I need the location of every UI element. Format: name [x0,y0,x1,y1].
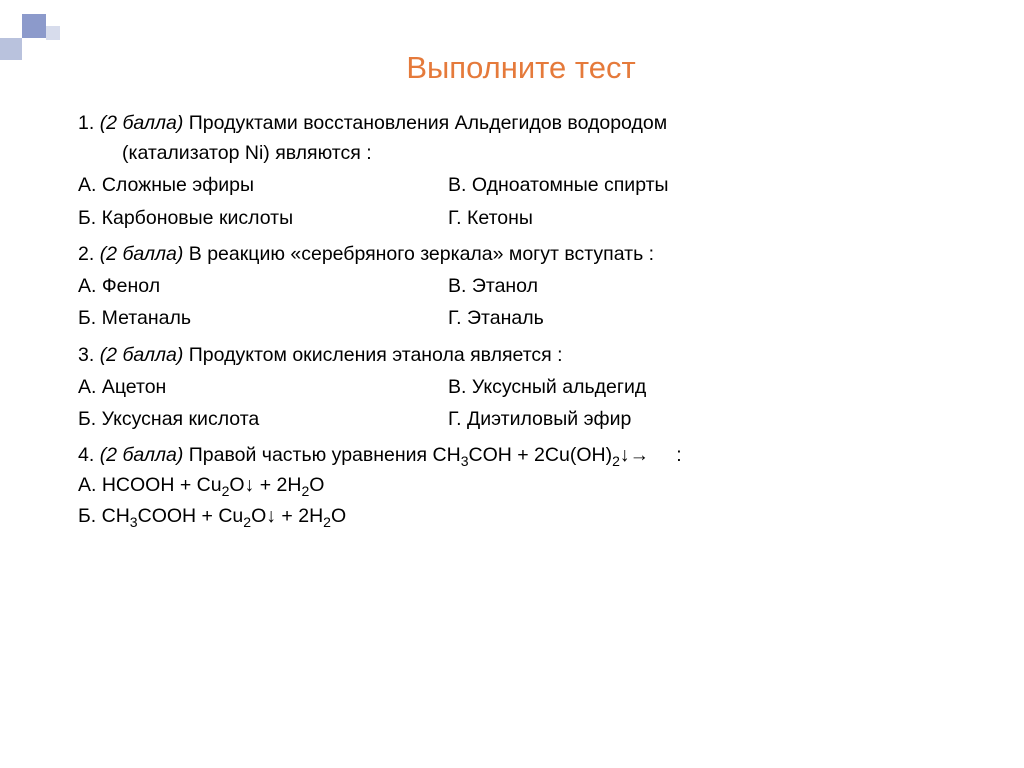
q2-option-g: Г. Этаналь [448,303,964,333]
q4-stem: 4. (2 балла) Правой частью уравнения CH3… [78,440,964,470]
q1-stem-line2: (катализатор Ni) являются : [122,138,964,168]
q2-text: В реакцию «серебряного зеркала» могут вс… [183,243,654,265]
q1-option-b: Б. Карбоновые кислоты [78,203,448,233]
q4-number: 4. [78,444,94,466]
q1-options-row1: А. Сложные эфиры В. Одноатомные спирты [78,170,964,200]
deco-square-1 [22,14,46,38]
q4-points: (2 балла) [100,444,184,466]
q1-option-v: В. Одноатомные спирты [448,170,964,200]
q3-option-a: А. Ацетон [78,372,448,402]
q3-option-g: Г. Диэтиловый эфир [448,404,964,434]
q3-stem: 3. (2 балла) Продуктом окисления этанола… [78,340,964,370]
q1-options-row2: Б. Карбоновые кислоты Г. Кетоны [78,203,964,233]
q4-option-a: А. HCOOH + Cu2O↓ + 2H2O [78,470,964,500]
deco-square-3 [46,26,60,40]
q2-option-a: А. Фенол [78,271,448,301]
q1-stem-line1: 1. (2 балла) Продуктами восстановления А… [78,108,964,138]
q2-options-row1: А. Фенол В. Этанол [78,271,964,301]
q2-options-row2: Б. Метаналь Г. Этаналь [78,303,964,333]
q4-colon: : [649,444,682,466]
slide-title: Выполните тест [78,50,964,86]
q3-option-v: В. Уксусный альдегид [448,372,964,402]
q3-option-b: Б. Уксусная кислота [78,404,448,434]
q2-option-v: В. Этанол [448,271,964,301]
deco-square-2 [0,38,22,60]
q2-number: 2. [78,243,94,265]
q4-option-b: Б. CH3COOH + Cu2O↓ + 2H2O [78,501,964,531]
q2-option-b: Б. Метаналь [78,303,448,333]
q3-number: 3. [78,344,94,366]
q3-text: Продуктом окисления этанола является : [183,344,562,366]
slide-content: 1. (2 балла) Продуктами восстановления А… [78,108,964,531]
q2-stem: 2. (2 балла) В реакцию «серебряного зерк… [78,239,964,269]
q1-option-g: Г. Кетоны [448,203,964,233]
q4-equation: CH3COH + 2Cu(OH)2↓→ [433,444,650,466]
q1-number: 1. [78,112,94,134]
q3-points: (2 балла) [100,344,184,366]
q3-options-row2: Б. Уксусная кислота Г. Диэтиловый эфир [78,404,964,434]
q1-option-a: А. Сложные эфиры [78,170,448,200]
q1-text1: Продуктами восстановления Альдегидов вод… [183,112,667,134]
slide: Выполните тест 1. (2 балла) Продуктами в… [0,0,1024,531]
q1-points: (2 балла) [100,112,184,134]
q2-points: (2 балла) [100,243,184,265]
corner-decoration [0,14,90,64]
q3-options-row1: А. Ацетон В. Уксусный альдегид [78,372,964,402]
q4-text-pre: Правой частью уравнения [183,444,432,466]
